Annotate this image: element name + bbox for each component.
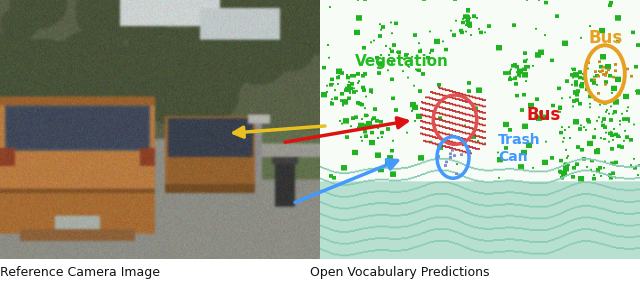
Text: Bus: Bus bbox=[588, 29, 622, 47]
Text: Bus: Bus bbox=[527, 106, 561, 124]
Text: Reference Camera Image: Reference Camera Image bbox=[0, 266, 160, 279]
Text: Vegetation: Vegetation bbox=[355, 54, 449, 69]
Text: Open Vocabulary Predictions: Open Vocabulary Predictions bbox=[310, 266, 490, 279]
Text: Trash
Can: Trash Can bbox=[498, 133, 541, 164]
